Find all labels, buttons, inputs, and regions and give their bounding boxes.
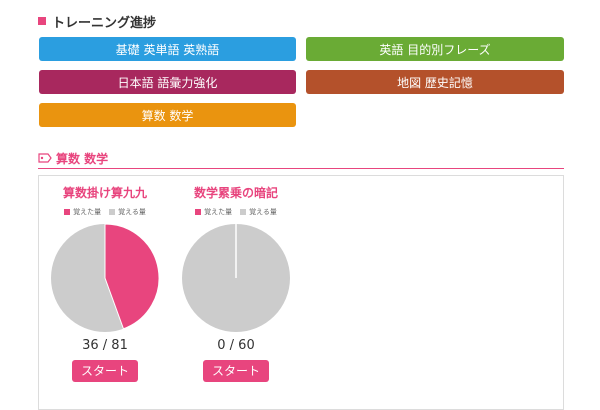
legend-item-remaining: 覚える量 (240, 207, 277, 217)
legend-item-learned: 覚えた量 (195, 207, 232, 217)
section-header: 算数 数学 (38, 148, 564, 169)
start-button[interactable]: スタート (72, 360, 138, 382)
tag-icon (38, 153, 52, 163)
start-button[interactable]: スタート (203, 360, 269, 382)
page-title: トレーニング進捗 (52, 15, 157, 31)
category-button-map-history[interactable]: 地図 歴史記憶 (306, 70, 564, 94)
card-title: 算数掛け算九九 (62, 186, 147, 200)
heading-square-icon (38, 17, 46, 25)
pie-slice-learned (104, 223, 160, 330)
category-button-japanese-vocab[interactable]: 日本語 語彙力強化 (39, 70, 296, 94)
legend-item-learned: 覚えた量 (64, 207, 101, 217)
pie-chart (182, 224, 290, 332)
page-heading: トレーニング進捗 (38, 11, 156, 31)
card-title: 数学累乗の暗記 (193, 186, 278, 200)
progress-card: 算数掛け算九九 覚えた量 覚える量 36 / 81 スタート (45, 184, 165, 404)
chart-legend: 覚えた量 覚える量 (176, 206, 296, 218)
section-title: 算数 数学 (56, 151, 109, 166)
progress-count: 0 / 60 (217, 338, 255, 353)
category-button-english-phrases[interactable]: 英語 目的別フレーズ (306, 37, 564, 61)
legend-item-remaining: 覚える量 (109, 207, 146, 217)
category-button-english-vocab[interactable]: 基礎 英単語 英熟語 (39, 37, 296, 61)
progress-card: 数学累乗の暗記 覚えた量 覚える量 0 / 60 スタート (176, 184, 296, 404)
chart-legend: 覚えた量 覚える量 (45, 206, 165, 218)
progress-panel: 算数掛け算九九 覚えた量 覚える量 36 / 81 スタート 数学累乗の暗記 覚… (38, 175, 564, 410)
progress-count: 36 / 81 (82, 338, 128, 353)
pie-chart (51, 223, 160, 332)
category-button-math[interactable]: 算数 数学 (39, 103, 296, 127)
